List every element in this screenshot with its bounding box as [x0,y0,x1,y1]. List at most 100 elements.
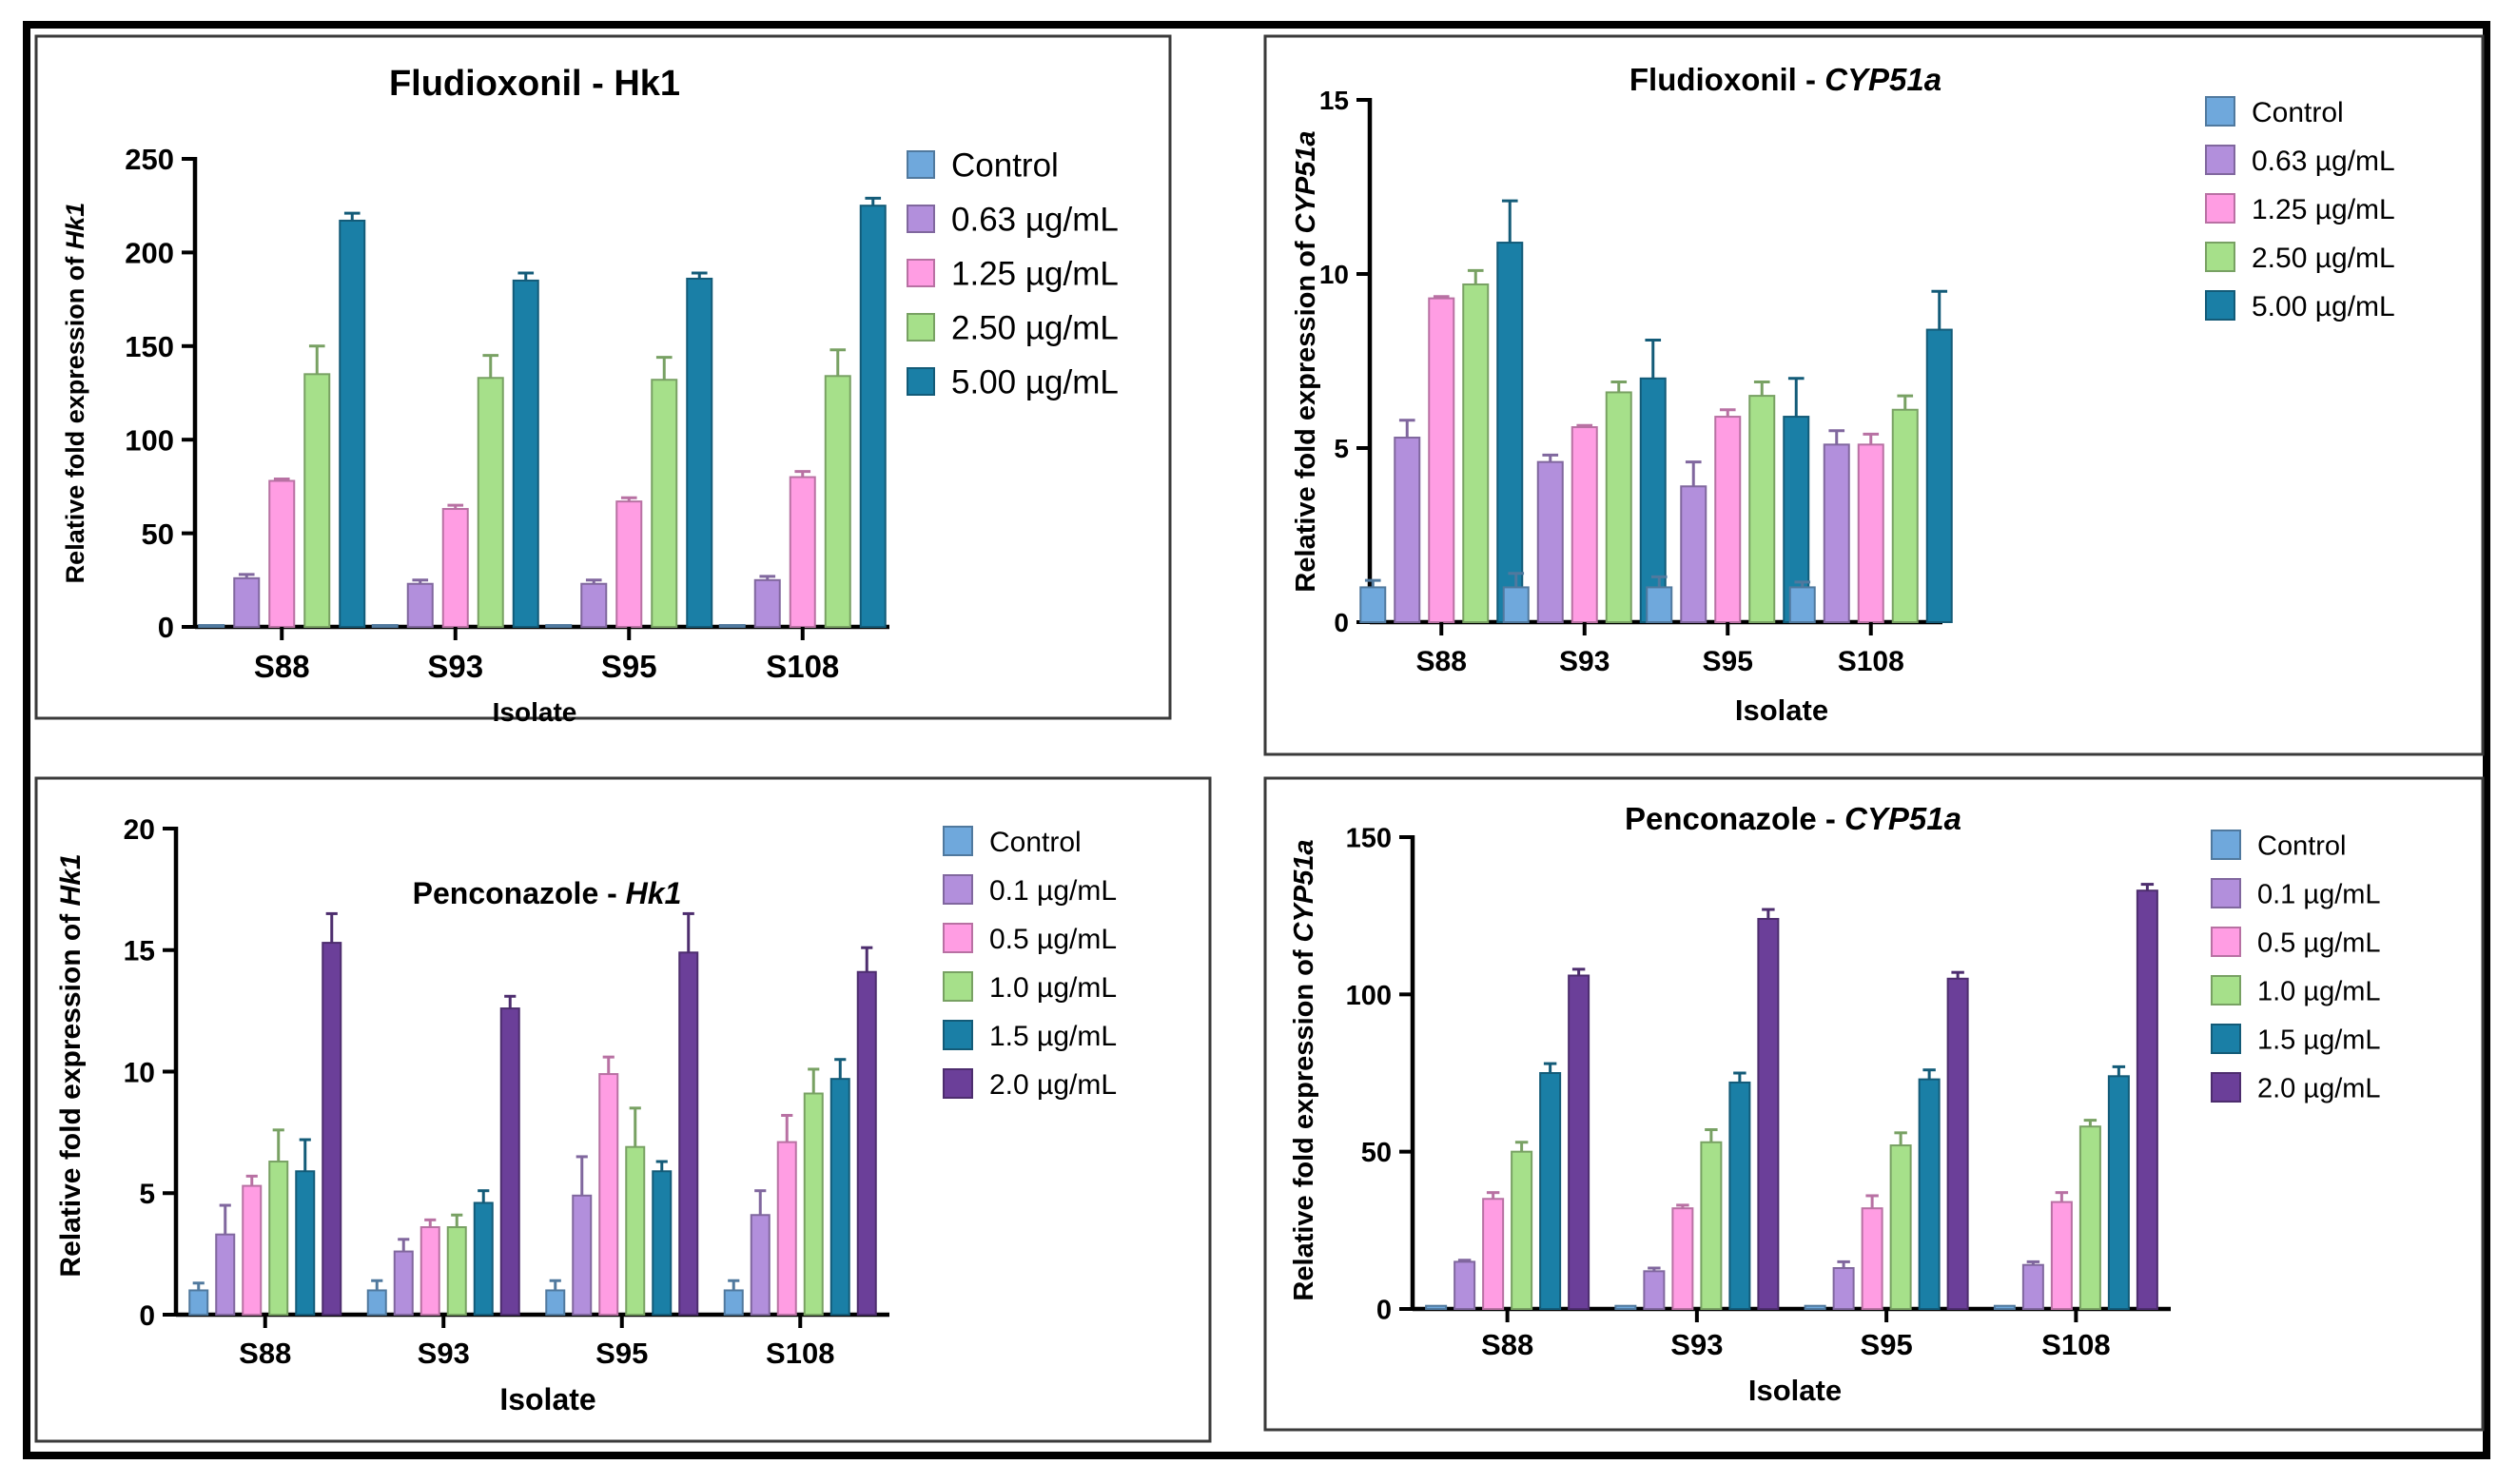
chart-title-part: Hk1 [626,876,682,910]
bar-s88-s2 [242,1184,263,1316]
legend-swatch [907,259,935,287]
bar-s93-s4 [512,279,539,628]
y-tick-label: 200 [125,237,174,270]
legend-swatch [943,971,973,1002]
chart-title: Penconazole - Hk1 [413,876,682,910]
category-label: S88 [254,649,310,684]
legend-swatch [2205,145,2235,175]
y-axis-title-part: Hk1 [61,203,89,250]
legend-swatch [907,205,935,233]
legend-label: 0.63 µg/mL [2252,146,2395,177]
x-axis-title: Isolate [1735,693,1828,727]
bar-s93-s3 [1700,1141,1723,1311]
bar-s93-s1 [1643,1270,1666,1310]
bar-s95-s1 [580,582,608,629]
y-tick-label: 0 [158,611,174,644]
y-tick-label: 150 [1346,823,1392,853]
bar-s88-s5 [1568,974,1590,1310]
bar-s108-s4 [859,205,887,628]
y-axis-title-part: Relative fold expression of [1289,942,1319,1300]
x-axis-title: Isolate [1748,1374,1842,1407]
bar-s108-s0 [718,624,746,628]
bar-s95-s4 [652,1170,673,1316]
bar-s93-s2 [420,1226,440,1317]
chart-panel-4: 0 50 100 150 S88 S93 S95 S108 Penconazole - CYP5… [1263,776,2485,1432]
bar-s95-s4 [1918,1078,1941,1310]
bar-s88-s4 [295,1170,316,1316]
bar-s93-s2 [441,508,469,628]
bar-s108-s4 [2107,1075,2130,1310]
y-axis-title: Relative fold expression of CYP51a [1289,839,1319,1300]
bar-s108-s5 [856,970,877,1316]
bar-s108-s0 [1788,586,1816,624]
y-tick-label: 50 [142,517,174,551]
category-label: S88 [1416,646,1467,677]
bar-s95-s5 [1946,977,1969,1311]
category-label: S108 [2041,1328,2110,1361]
chart-title-part: CYP51a [1824,62,1941,97]
y-axis-title-part: CYP51a [1289,839,1319,942]
legend-swatch [2211,1072,2241,1103]
legend-label: 1.5 µg/mL [2257,1025,2381,1055]
y-axis-title: Relative fold expression of CYP51a [1291,130,1321,592]
bar-s88-s1 [215,1233,236,1317]
bar-s108-s1 [1823,443,1850,623]
y-axis-title-part: Hk1 [55,853,87,906]
y-tick-label: 5 [1334,434,1349,463]
bar-s95-s5 [678,951,699,1316]
bar-s88-s2 [268,479,296,628]
y-tick-label: 250 [125,143,174,176]
legend-swatch [943,1020,973,1050]
bar-s93-s2 [1671,1207,1694,1310]
bar-s88-s0 [188,1289,209,1316]
y-axis-title-part: CYP51a [1291,130,1321,233]
bar-s88-s4 [339,219,366,628]
bar-s95-s3 [1889,1144,1912,1311]
legend-swatch [943,923,973,953]
legend-label: Control [989,827,1082,858]
chart-title-part: Penconazole - [413,876,626,910]
chart-title: Fludioxonil - CYP51a [1629,62,1941,97]
chart-title: Fludioxonil - Hk1 [389,64,680,104]
y-tick-label: 100 [1346,981,1392,1011]
bar-s108-s3 [2078,1125,2101,1311]
category-label: S93 [427,649,483,684]
bar-s95-s2 [1861,1207,1883,1310]
legend-label: 0.5 µg/mL [2257,928,2381,958]
bar-s88-s0 [1359,586,1387,624]
legend-swatch [2205,290,2235,321]
legend-swatch [907,150,935,179]
legend-swatch [2211,878,2241,908]
bar-s88-s0 [1425,1304,1448,1311]
x-axis-title: Isolate [493,697,577,727]
bar-s108-s2 [1857,443,1884,623]
y-axis-title-part: Relative fold expression of [1291,233,1321,592]
category-label: S95 [595,1337,648,1370]
bar-s93-s3 [477,377,504,628]
category-label: S95 [601,649,657,684]
bar-s93-s4 [473,1201,494,1316]
category-label: S93 [1559,646,1610,677]
legend-swatch [2205,193,2235,224]
legend: Control 0.1 µg/mL 0.5 µg/mL 1.0 µg/mL 1.5 µg… [943,826,1117,1101]
category-label: S108 [766,1337,834,1370]
bar-s88-s4 [1496,242,1524,623]
bar-s108-s2 [2050,1201,2073,1311]
bar-s88-s3 [1511,1150,1533,1310]
bar-s108-s2 [776,1141,797,1316]
y-axis-title-part: Relative fold expression of [61,249,89,583]
y-tick-label: 50 [1361,1138,1392,1168]
category-label: S95 [1861,1328,1913,1361]
bar-s93-s5 [499,1007,520,1316]
legend: Control 0.63 µg/mL 1.25 µg/mL 2.50 µg/mL 5.0… [2205,96,2395,322]
bar-s93-s1 [1536,460,1564,624]
legend-label: 5.00 µg/mL [2252,291,2395,322]
bar-s108-s1 [753,578,781,628]
chart-panel-1: 0 50 100 150 200 250 S88 S93 S95 S108 Fludioxonil … [34,34,1172,727]
bar-s93-s1 [406,582,434,629]
legend-swatch [943,874,973,905]
legend-label: 0.63 µg/mL [951,202,1119,239]
bar-s93-s5 [1757,917,1780,1310]
bar-s93-s0 [371,624,399,628]
